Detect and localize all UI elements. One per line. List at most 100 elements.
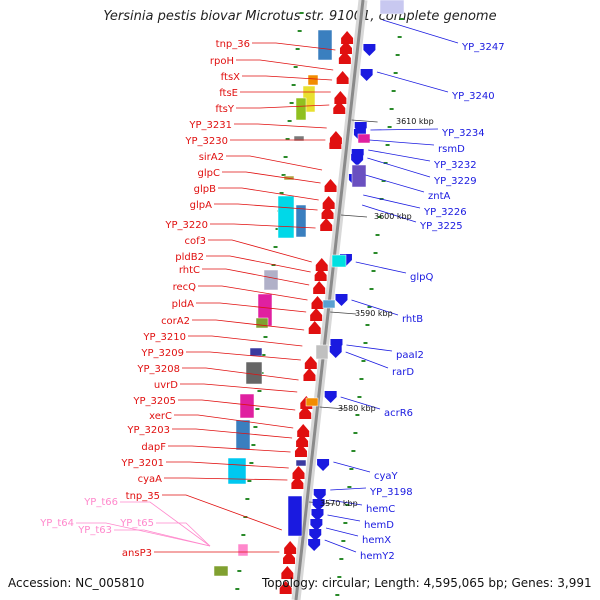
grid-dot: [251, 444, 256, 446]
trna-label-YP_t66[interactable]: YP_t66: [83, 497, 118, 508]
gene-label-hemC[interactable]: hemC: [366, 504, 395, 515]
right-leader-line: [368, 149, 431, 162]
gene-label-YP_3231[interactable]: YP_3231: [188, 120, 232, 131]
gene-block: [235, 419, 251, 451]
grid-dot: [347, 486, 352, 488]
right-leader-line: [370, 128, 439, 131]
tick-label-3590: 3590 kbp: [355, 309, 393, 318]
gene-label-YP_3210[interactable]: YP_3210: [142, 332, 186, 343]
reverse-gene-arrow: [351, 154, 364, 166]
gene-label-ftsE[interactable]: ftsE: [219, 88, 238, 99]
gene-label-YP_3247[interactable]: YP_3247: [461, 42, 505, 53]
grid-dot: [389, 108, 394, 110]
left-leader-line: [234, 123, 327, 129]
forward-gene-arrow: [304, 356, 317, 369]
gene-label-tnp_36[interactable]: tnp_36: [216, 39, 250, 50]
gene-label-paaI2[interactable]: paaI2: [396, 350, 424, 361]
gene-label-glpQ[interactable]: glpQ: [410, 272, 433, 283]
gene-label-rpoH[interactable]: rpoH: [210, 56, 234, 67]
gene-label-YP_3220[interactable]: YP_3220: [164, 220, 208, 231]
gene-block: [263, 269, 279, 291]
gene-block: [331, 254, 347, 268]
forward-gene-arrow: [324, 179, 337, 192]
gene-label-YP_3201[interactable]: YP_3201: [120, 458, 164, 469]
left-gene-labels: tnp_36 rpoH ftsX ftsE ftsY YP_3231 YP_32…: [120, 39, 250, 559]
gene-label-cof3[interactable]: cof3: [185, 236, 207, 247]
right-leader-line: [361, 204, 417, 223]
left-leader-line: [218, 187, 319, 201]
gene-label-ansP3[interactable]: ansP3: [122, 548, 152, 559]
grid-dot: [339, 558, 344, 560]
trna-label-YP_t65[interactable]: YP_t65: [119, 518, 154, 529]
grid-dot: [361, 360, 366, 362]
left-leader-lines: [154, 42, 336, 553]
reverse-gene-arrow: [324, 391, 337, 403]
gene-block: [239, 393, 255, 419]
gene-label-ftsY[interactable]: ftsY: [215, 104, 234, 115]
gene-label-YP_3234[interactable]: YP_3234: [441, 128, 485, 139]
grid-dot: [349, 468, 354, 470]
grid-dot: [273, 246, 278, 248]
gene-label-hemX[interactable]: hemX: [362, 535, 391, 546]
trna-label-YP_t63[interactable]: YP_t63: [77, 525, 112, 536]
right-leader-line: [365, 174, 425, 193]
left-leader-line: [166, 461, 289, 469]
right-leader-line: [330, 487, 367, 491]
gene-label-rsmD[interactable]: rsmD: [438, 144, 465, 155]
gene-label-pldA[interactable]: pldA: [172, 299, 194, 310]
grid-dot: [335, 594, 340, 596]
gene-label-YP_3209[interactable]: YP_3209: [140, 348, 184, 359]
gene-label-YP_3230[interactable]: YP_3230: [184, 136, 228, 147]
gene-label-cyaY[interactable]: cyaY: [374, 471, 399, 482]
gene-label-YP_3232[interactable]: YP_3232: [433, 160, 477, 171]
scale-ticks: [308, 119, 378, 505]
gene-label-glpC[interactable]: glpC: [198, 168, 220, 179]
gene-label-hemY2[interactable]: hemY2: [360, 551, 395, 562]
gene-label-YP_3208[interactable]: YP_3208: [136, 364, 180, 375]
gene-label-rhtB[interactable]: rhtB: [402, 314, 423, 325]
forward-gene-arrow: [329, 136, 342, 149]
gene-label-zntA[interactable]: zntA: [428, 191, 451, 202]
gene-label-rhtC[interactable]: rhtC: [179, 265, 200, 276]
gene-label-YP_3225[interactable]: YP_3225: [419, 221, 463, 232]
gene-label-glpA[interactable]: glpA: [190, 200, 212, 211]
forward-gene-arrow: [334, 91, 347, 104]
gene-label-YP_3226[interactable]: YP_3226: [423, 207, 467, 218]
right-leader-line: [340, 396, 381, 410]
trna-leader-line: [156, 522, 211, 547]
forward-gene-arrow: [313, 281, 326, 294]
grid-dot: [287, 120, 292, 122]
gene-label-hemD[interactable]: hemD: [364, 520, 394, 531]
right-leader-line: [376, 71, 449, 93]
gene-label-rarD[interactable]: rarD: [392, 367, 414, 378]
gene-label-pldB2[interactable]: pldB2: [175, 252, 204, 263]
grid-dot: [285, 138, 290, 140]
grid-dot: [247, 480, 252, 482]
gene-label-ftsX[interactable]: ftsX: [221, 72, 240, 83]
grid-dot: [257, 390, 262, 392]
left-leader-line: [226, 155, 323, 171]
gene-label-xerC[interactable]: xerC: [149, 411, 172, 422]
gene-label-YP_3203[interactable]: YP_3203: [126, 425, 170, 436]
gene-label-glpB[interactable]: glpB: [194, 184, 216, 195]
gene-label-tnp_35[interactable]: tnp_35: [126, 491, 160, 502]
gene-label-sirA2[interactable]: sirA2: [199, 152, 224, 163]
gene-label-dapF[interactable]: dapF: [141, 442, 166, 453]
left-leader-line: [178, 399, 296, 411]
grid-dot: [255, 408, 260, 410]
gene-label-YP_3240[interactable]: YP_3240: [451, 91, 495, 102]
gene-label-YP_3229[interactable]: YP_3229: [433, 176, 477, 187]
gene-block: [245, 361, 263, 385]
gene-label-uvrD[interactable]: uvrD: [154, 380, 178, 391]
grid-dot: [343, 522, 348, 524]
gene-label-YP_3205[interactable]: YP_3205: [132, 396, 176, 407]
forward-gene-arrow: [283, 551, 296, 564]
gene-label-corA2[interactable]: corA2: [161, 316, 190, 327]
gene-label-YP_3198[interactable]: YP_3198: [369, 487, 413, 498]
left-leader-line: [252, 42, 336, 51]
gene-label-cyaA[interactable]: cyaA: [138, 474, 163, 485]
gene-label-recQ[interactable]: recQ: [173, 282, 197, 293]
trna-label-YP_t64[interactable]: YP_t64: [39, 518, 74, 529]
gene-label-acrR6[interactable]: acrR6: [384, 408, 413, 419]
left-leader-line: [182, 367, 299, 381]
